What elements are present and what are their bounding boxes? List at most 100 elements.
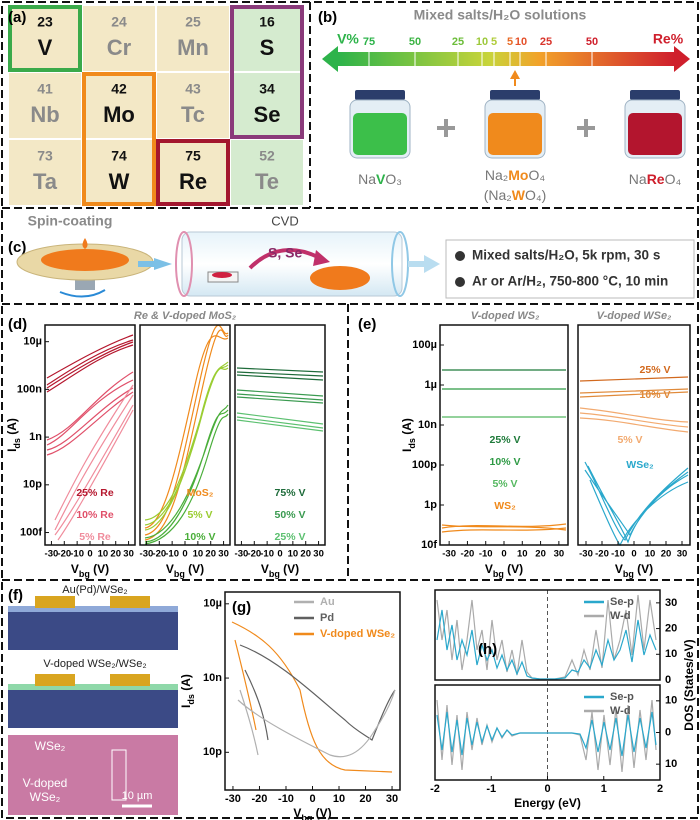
chart: -30 -20 -10 0 10 20 30 100µ 1µ 10n 100p 1p 10f Vbg (V… — [358, 310, 569, 579]
arrow — [408, 261, 424, 267]
element-symbol: Mn — [177, 35, 209, 60]
y-axis-label-part: ds — [186, 694, 196, 705]
x-tick-label: 30 — [677, 549, 688, 560]
x-tick-label: -20 — [595, 549, 609, 560]
y-tick-label: 100n — [17, 383, 42, 395]
legend-label: 10% V — [490, 456, 521, 468]
atomic-number: 52 — [259, 148, 275, 164]
y-axis-label: Ids (A) — [400, 418, 417, 452]
panel-label: (b) — [318, 9, 337, 26]
y-axis-label-part: (A) — [5, 418, 19, 438]
chart: -30 -20 -10 0 10 20 30 Vbg (V) V-doped WSe₂ 25% V… — [577, 310, 691, 579]
element-cell — [81, 138, 157, 207]
plus — [577, 119, 595, 137]
x-tick-label: 0 — [309, 793, 315, 805]
legend-label: 25% V — [275, 531, 306, 543]
contact — [110, 596, 150, 608]
x-tick-label: 0 — [631, 549, 636, 560]
y-tick-label: 100f — [20, 526, 42, 538]
plot-frame — [434, 589, 661, 681]
element-symbol: W — [109, 169, 130, 194]
x-tick-label: 10 — [193, 549, 204, 560]
x-axis-label: Vbg (V) — [615, 562, 653, 579]
x-tick-label: -10 — [70, 549, 84, 560]
curve — [144, 361, 229, 531]
legend-label: Au — [320, 596, 335, 608]
x-tick-label: -30 — [45, 549, 59, 560]
bullet — [455, 277, 465, 287]
x-tick-label: -1 — [486, 783, 496, 795]
y-tick-label: 10n — [203, 672, 222, 684]
contact — [35, 596, 75, 608]
conditions-box — [445, 239, 695, 299]
jar-liquid — [488, 113, 542, 155]
element-symbol: Re — [179, 169, 207, 194]
x-tick-label: 20 — [110, 549, 121, 560]
curve — [584, 461, 689, 547]
y-axis-label-part: ds — [12, 438, 22, 449]
curve — [236, 412, 324, 432]
curve — [144, 404, 229, 545]
x-axis-label-part: (V) — [90, 562, 109, 576]
step-title: CVD — [271, 213, 298, 228]
x-tick-label: -10 — [479, 549, 493, 560]
x-axis-label-part: bg — [269, 569, 280, 579]
y-tick-label: 10p — [203, 746, 222, 758]
chart-title: V-doped WSe₂ — [597, 310, 672, 322]
scale-label: 50 — [409, 36, 421, 48]
x-tick-label: -20 — [152, 549, 166, 560]
arrow — [138, 261, 154, 267]
curves-e — [441, 369, 689, 547]
atomic-number: 73 — [37, 148, 53, 164]
legend-label: Pd — [320, 612, 334, 624]
element-symbol: S — [260, 35, 275, 60]
x-tick-label: 10 — [645, 549, 656, 560]
legend-label: 50% V — [275, 509, 306, 521]
x-axis-label-part: bg — [623, 569, 634, 579]
panel-label: (g) — [232, 599, 251, 616]
y-axis-label-part: ds — [407, 438, 417, 449]
scale-label: 5 — [491, 36, 497, 48]
legend-label: WS₂ — [494, 500, 516, 512]
x-axis-label: Vbg (V) — [485, 562, 523, 579]
x-tick-label: 30 — [218, 549, 229, 560]
x-tick-label: 30 — [554, 549, 565, 560]
scale-label: 10 — [515, 36, 527, 48]
x-tick-label: 0 — [501, 549, 506, 560]
x-tick-label: 10 — [517, 549, 528, 560]
bar — [338, 52, 674, 66]
legend-label: 5% V — [617, 434, 642, 446]
x-tick-label: -10 — [278, 793, 294, 805]
y-axis-label: Ids (A) — [179, 674, 196, 708]
highlight-box — [230, 5, 304, 139]
legend-label: 25% V — [490, 434, 521, 446]
x-axis-label-part: V — [166, 562, 174, 576]
droplet — [82, 238, 88, 249]
device-schematics — [8, 596, 178, 815]
y-axis-label: Ids (A) — [5, 418, 22, 452]
x-tick-label: 0 — [277, 549, 282, 560]
scale-left: V% — [337, 31, 359, 47]
scale-right: Re% — [653, 31, 684, 47]
y-axis-label-part: I — [179, 705, 193, 708]
x-axis-label-part: V — [261, 562, 269, 576]
element-symbol: Mo — [103, 102, 135, 127]
legend-label: Se-p — [610, 691, 634, 703]
x-tick-label: -30 — [235, 549, 249, 560]
x-axis-label-part: (V) — [504, 562, 523, 576]
condition: Ar or Ar/H₂, 750-800 °C, 10 min — [472, 274, 668, 289]
scale-bar-label: 10 µm — [122, 790, 153, 802]
x-tick-label: -10 — [260, 549, 274, 560]
photo-label: V-doped — [23, 776, 68, 790]
scale-labels: 75 50 25 10 5 5 10 25 50 — [363, 36, 598, 48]
y-axis-label: DOS (States/eV) — [682, 639, 696, 730]
x-axis-label-part: bg — [79, 569, 90, 579]
y-tick-label: 10µ — [203, 598, 222, 610]
atomic-number: 23 — [37, 14, 53, 30]
arrow-head — [322, 46, 338, 72]
photo-label: WSe₂ — [30, 790, 61, 804]
chart: -30 -20 -10 0 10 20 30 Vbg (V) MoS₂ 5% V 10% V — [139, 324, 231, 579]
x-axis-label-part: (V) — [312, 806, 331, 820]
schematic-label: V-doped WSe₂/WSe₂ — [43, 658, 146, 670]
y-axis-label-part: (A) — [400, 418, 414, 438]
